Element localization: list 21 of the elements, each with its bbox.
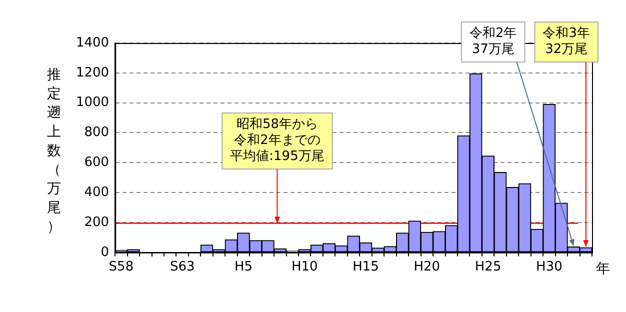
- y-tick-label: 0: [100, 244, 110, 260]
- x-tick-label: H10: [291, 260, 318, 275]
- x-tick-label: H20: [414, 260, 440, 275]
- data-label: 令和3年 32万尾: [542, 26, 590, 57]
- data-label: 令和2年 37万尾: [469, 26, 517, 57]
- text: 推定遡上数（万尾）: [47, 67, 61, 235]
- x-axis-title: 年: [596, 261, 610, 278]
- y-tick-label: 1400: [76, 35, 110, 50]
- x-tick-label: H30: [536, 260, 562, 275]
- x-tick-label: H25: [474, 260, 502, 275]
- x-tick-label: H5: [234, 260, 253, 275]
- y-tick-label: 600: [84, 155, 110, 170]
- x-tick-label: S58: [108, 260, 134, 275]
- ref-line-label: 昭和58年から令和2年までの平均値:195万尾: [230, 116, 324, 164]
- x-tick-label: S63: [170, 260, 195, 275]
- y-tick-label: 400: [84, 184, 110, 200]
- y-tick-label: 1000: [76, 95, 110, 110]
- x-tick-label: H15: [352, 260, 379, 275]
- y-tick-label: 800: [84, 125, 110, 140]
- y-tick-label: 1200: [76, 65, 110, 80]
- y-tick-label: 200: [84, 214, 110, 230]
